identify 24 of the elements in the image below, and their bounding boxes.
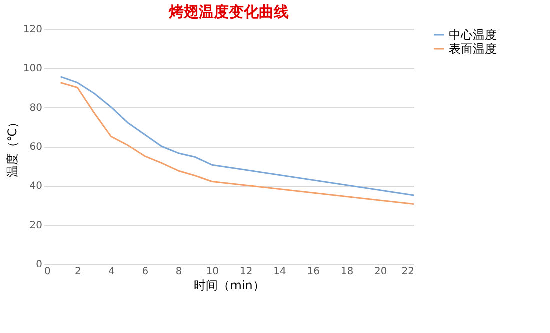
x-tick-label: 12 — [240, 266, 253, 278]
x-tick-label: 4 — [108, 266, 115, 278]
y-tick-label: 0 — [36, 260, 42, 270]
y-axis-title: 温度（℃） — [5, 116, 20, 178]
x-tick-label: 18 — [340, 266, 354, 278]
x-tick-label: 6 — [142, 266, 149, 278]
x-axis-title: 时间（min） — [194, 278, 265, 292]
legend-label: 中心温度 — [449, 28, 497, 42]
x-tick-label: 14 — [274, 266, 286, 278]
chart-title: 烤翅温度变化曲线 — [168, 3, 289, 21]
x-tick-label: 8 — [176, 266, 182, 278]
x-tick-label: 10 — [206, 266, 220, 278]
y-tick-label: 20 — [30, 220, 42, 232]
legend-label: 表面温度 — [449, 42, 497, 56]
y-tick-label: 120 — [23, 24, 42, 36]
y-tick-label: 60 — [30, 142, 42, 153]
x-tick-label: 22 — [402, 266, 414, 278]
y-tick-label: 80 — [30, 102, 42, 114]
y-tick-label: 40 — [30, 181, 42, 192]
y-tick-label: 100 — [23, 64, 42, 75]
x-tick-label: 0 — [44, 266, 51, 278]
x-tick-label: 20 — [374, 266, 388, 278]
x-tick-label: 2 — [74, 266, 82, 278]
x-tick-label: 16 — [307, 266, 320, 278]
